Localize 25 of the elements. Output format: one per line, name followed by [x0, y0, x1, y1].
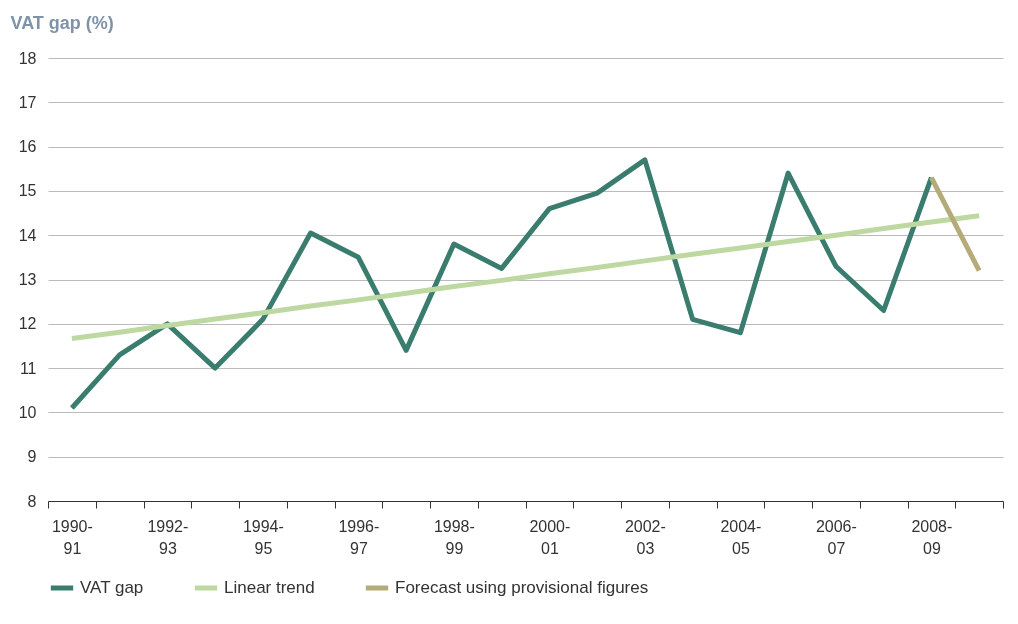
y-tick-label: 16 [18, 138, 37, 156]
y-tick-label: 12 [18, 315, 37, 333]
y-tick-label: 11 [19, 359, 37, 377]
x-tick-label: 2000-01 [529, 517, 571, 557]
y-tick-label: 9 [27, 448, 37, 466]
y-tick-label: 17 [18, 93, 37, 111]
legend-label: VAT gap [80, 578, 144, 597]
y-tick-label: 14 [18, 226, 37, 244]
x-tick-label: 2006-07 [815, 517, 857, 557]
y-tick-label: 10 [18, 403, 37, 421]
legend-label: Linear trend [224, 578, 315, 597]
y-tick-label: 18 [18, 49, 37, 67]
y-tick-label: 15 [18, 182, 37, 200]
y-tick-label: 13 [18, 271, 37, 288]
x-tick-label: 1994-95 [242, 517, 284, 557]
x-tick-label: 2002-03 [624, 517, 666, 557]
x-tick-label: 2008-09 [911, 517, 953, 557]
x-tick-label: 1996-97 [338, 517, 380, 557]
legend-label: Forecast using provisional figures [395, 578, 649, 597]
x-tick-label: 2004-05 [720, 517, 762, 557]
x-tick-label: 1992-93 [147, 517, 189, 557]
y-tick-label: 8 [27, 492, 37, 510]
y-axis-title: VAT gap (%) [10, 12, 114, 33]
x-tick-label: 1998-99 [433, 517, 475, 557]
x-tick-label: 1990-91 [51, 517, 93, 557]
